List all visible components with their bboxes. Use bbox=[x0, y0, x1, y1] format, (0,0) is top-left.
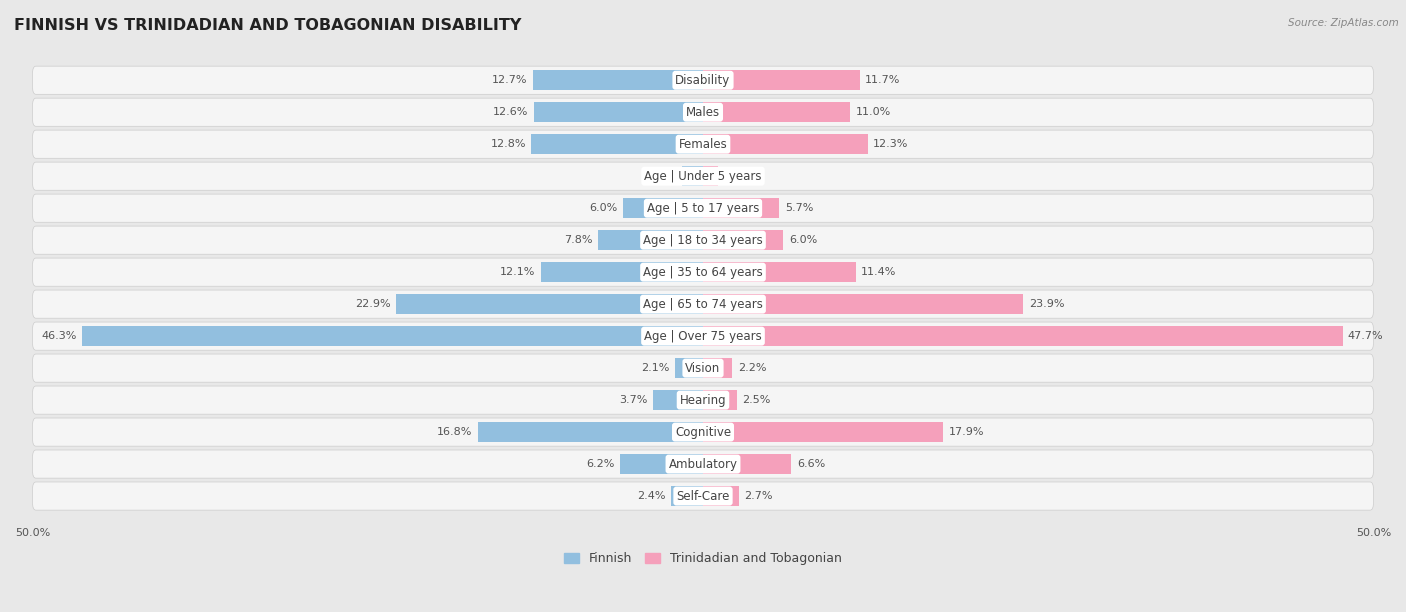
Text: 6.0%: 6.0% bbox=[789, 235, 817, 245]
FancyBboxPatch shape bbox=[32, 482, 1374, 510]
Text: 17.9%: 17.9% bbox=[949, 427, 984, 437]
Text: 1.1%: 1.1% bbox=[723, 171, 751, 181]
Text: 11.0%: 11.0% bbox=[856, 107, 891, 118]
Bar bbox=[703, 486, 740, 506]
Text: Age | 35 to 64 years: Age | 35 to 64 years bbox=[643, 266, 763, 278]
Bar bbox=[675, 358, 703, 378]
Bar bbox=[703, 102, 851, 122]
Text: 22.9%: 22.9% bbox=[354, 299, 391, 309]
Bar bbox=[703, 230, 783, 250]
Bar bbox=[703, 294, 1024, 314]
Text: 3.7%: 3.7% bbox=[620, 395, 648, 405]
FancyBboxPatch shape bbox=[32, 194, 1374, 222]
Text: Hearing: Hearing bbox=[679, 394, 727, 406]
Text: 11.4%: 11.4% bbox=[862, 267, 897, 277]
Bar bbox=[541, 262, 703, 282]
Bar bbox=[620, 454, 703, 474]
FancyBboxPatch shape bbox=[32, 98, 1374, 126]
FancyBboxPatch shape bbox=[32, 290, 1374, 318]
Bar bbox=[703, 166, 717, 186]
Text: 1.6%: 1.6% bbox=[648, 171, 676, 181]
Text: Age | 18 to 34 years: Age | 18 to 34 years bbox=[643, 234, 763, 247]
Text: FINNISH VS TRINIDADIAN AND TOBAGONIAN DISABILITY: FINNISH VS TRINIDADIAN AND TOBAGONIAN DI… bbox=[14, 18, 522, 34]
FancyBboxPatch shape bbox=[32, 162, 1374, 190]
Text: Source: ZipAtlas.com: Source: ZipAtlas.com bbox=[1288, 18, 1399, 28]
Text: 2.1%: 2.1% bbox=[641, 363, 669, 373]
Text: 16.8%: 16.8% bbox=[437, 427, 472, 437]
Text: 6.2%: 6.2% bbox=[586, 459, 614, 469]
Text: 12.1%: 12.1% bbox=[501, 267, 536, 277]
Bar bbox=[703, 422, 943, 442]
Bar bbox=[671, 486, 703, 506]
Text: 12.8%: 12.8% bbox=[491, 139, 526, 149]
Text: Vision: Vision bbox=[685, 362, 721, 375]
Text: 11.7%: 11.7% bbox=[865, 75, 901, 85]
Text: Age | Over 75 years: Age | Over 75 years bbox=[644, 330, 762, 343]
Text: Age | Under 5 years: Age | Under 5 years bbox=[644, 170, 762, 183]
FancyBboxPatch shape bbox=[32, 322, 1374, 350]
FancyBboxPatch shape bbox=[32, 66, 1374, 94]
Bar bbox=[478, 422, 703, 442]
Text: 2.4%: 2.4% bbox=[637, 491, 665, 501]
Bar bbox=[533, 70, 703, 90]
FancyBboxPatch shape bbox=[32, 226, 1374, 254]
Text: 6.6%: 6.6% bbox=[797, 459, 825, 469]
Text: Cognitive: Cognitive bbox=[675, 425, 731, 439]
Bar bbox=[623, 198, 703, 218]
Text: 23.9%: 23.9% bbox=[1029, 299, 1064, 309]
Text: 5.7%: 5.7% bbox=[785, 203, 813, 213]
Text: Age | 65 to 74 years: Age | 65 to 74 years bbox=[643, 297, 763, 311]
FancyBboxPatch shape bbox=[32, 418, 1374, 446]
Bar bbox=[654, 390, 703, 410]
Bar bbox=[82, 326, 703, 346]
Bar bbox=[599, 230, 703, 250]
Text: 47.7%: 47.7% bbox=[1348, 331, 1384, 341]
Text: Disability: Disability bbox=[675, 73, 731, 87]
FancyBboxPatch shape bbox=[32, 386, 1374, 414]
Text: 12.6%: 12.6% bbox=[494, 107, 529, 118]
Text: 12.7%: 12.7% bbox=[492, 75, 527, 85]
Bar bbox=[703, 390, 737, 410]
Bar bbox=[703, 326, 1343, 346]
Text: Ambulatory: Ambulatory bbox=[668, 458, 738, 471]
Text: Males: Males bbox=[686, 106, 720, 119]
Bar bbox=[682, 166, 703, 186]
FancyBboxPatch shape bbox=[32, 258, 1374, 286]
FancyBboxPatch shape bbox=[32, 450, 1374, 478]
Text: 2.2%: 2.2% bbox=[738, 363, 766, 373]
Bar bbox=[534, 102, 703, 122]
FancyBboxPatch shape bbox=[32, 130, 1374, 159]
Bar bbox=[703, 358, 733, 378]
Text: 2.7%: 2.7% bbox=[745, 491, 773, 501]
Bar bbox=[396, 294, 703, 314]
Bar bbox=[703, 454, 792, 474]
Bar bbox=[703, 262, 856, 282]
Bar bbox=[703, 134, 868, 154]
Bar bbox=[703, 198, 779, 218]
FancyBboxPatch shape bbox=[32, 354, 1374, 382]
Legend: Finnish, Trinidadian and Tobagonian: Finnish, Trinidadian and Tobagonian bbox=[564, 552, 842, 565]
Text: Females: Females bbox=[679, 138, 727, 151]
Bar bbox=[531, 134, 703, 154]
Text: 2.5%: 2.5% bbox=[742, 395, 770, 405]
Text: 46.3%: 46.3% bbox=[42, 331, 77, 341]
Bar bbox=[703, 70, 860, 90]
Text: Self-Care: Self-Care bbox=[676, 490, 730, 502]
Text: 7.8%: 7.8% bbox=[565, 235, 593, 245]
Text: Age | 5 to 17 years: Age | 5 to 17 years bbox=[647, 202, 759, 215]
Text: 12.3%: 12.3% bbox=[873, 139, 908, 149]
Text: 6.0%: 6.0% bbox=[589, 203, 617, 213]
